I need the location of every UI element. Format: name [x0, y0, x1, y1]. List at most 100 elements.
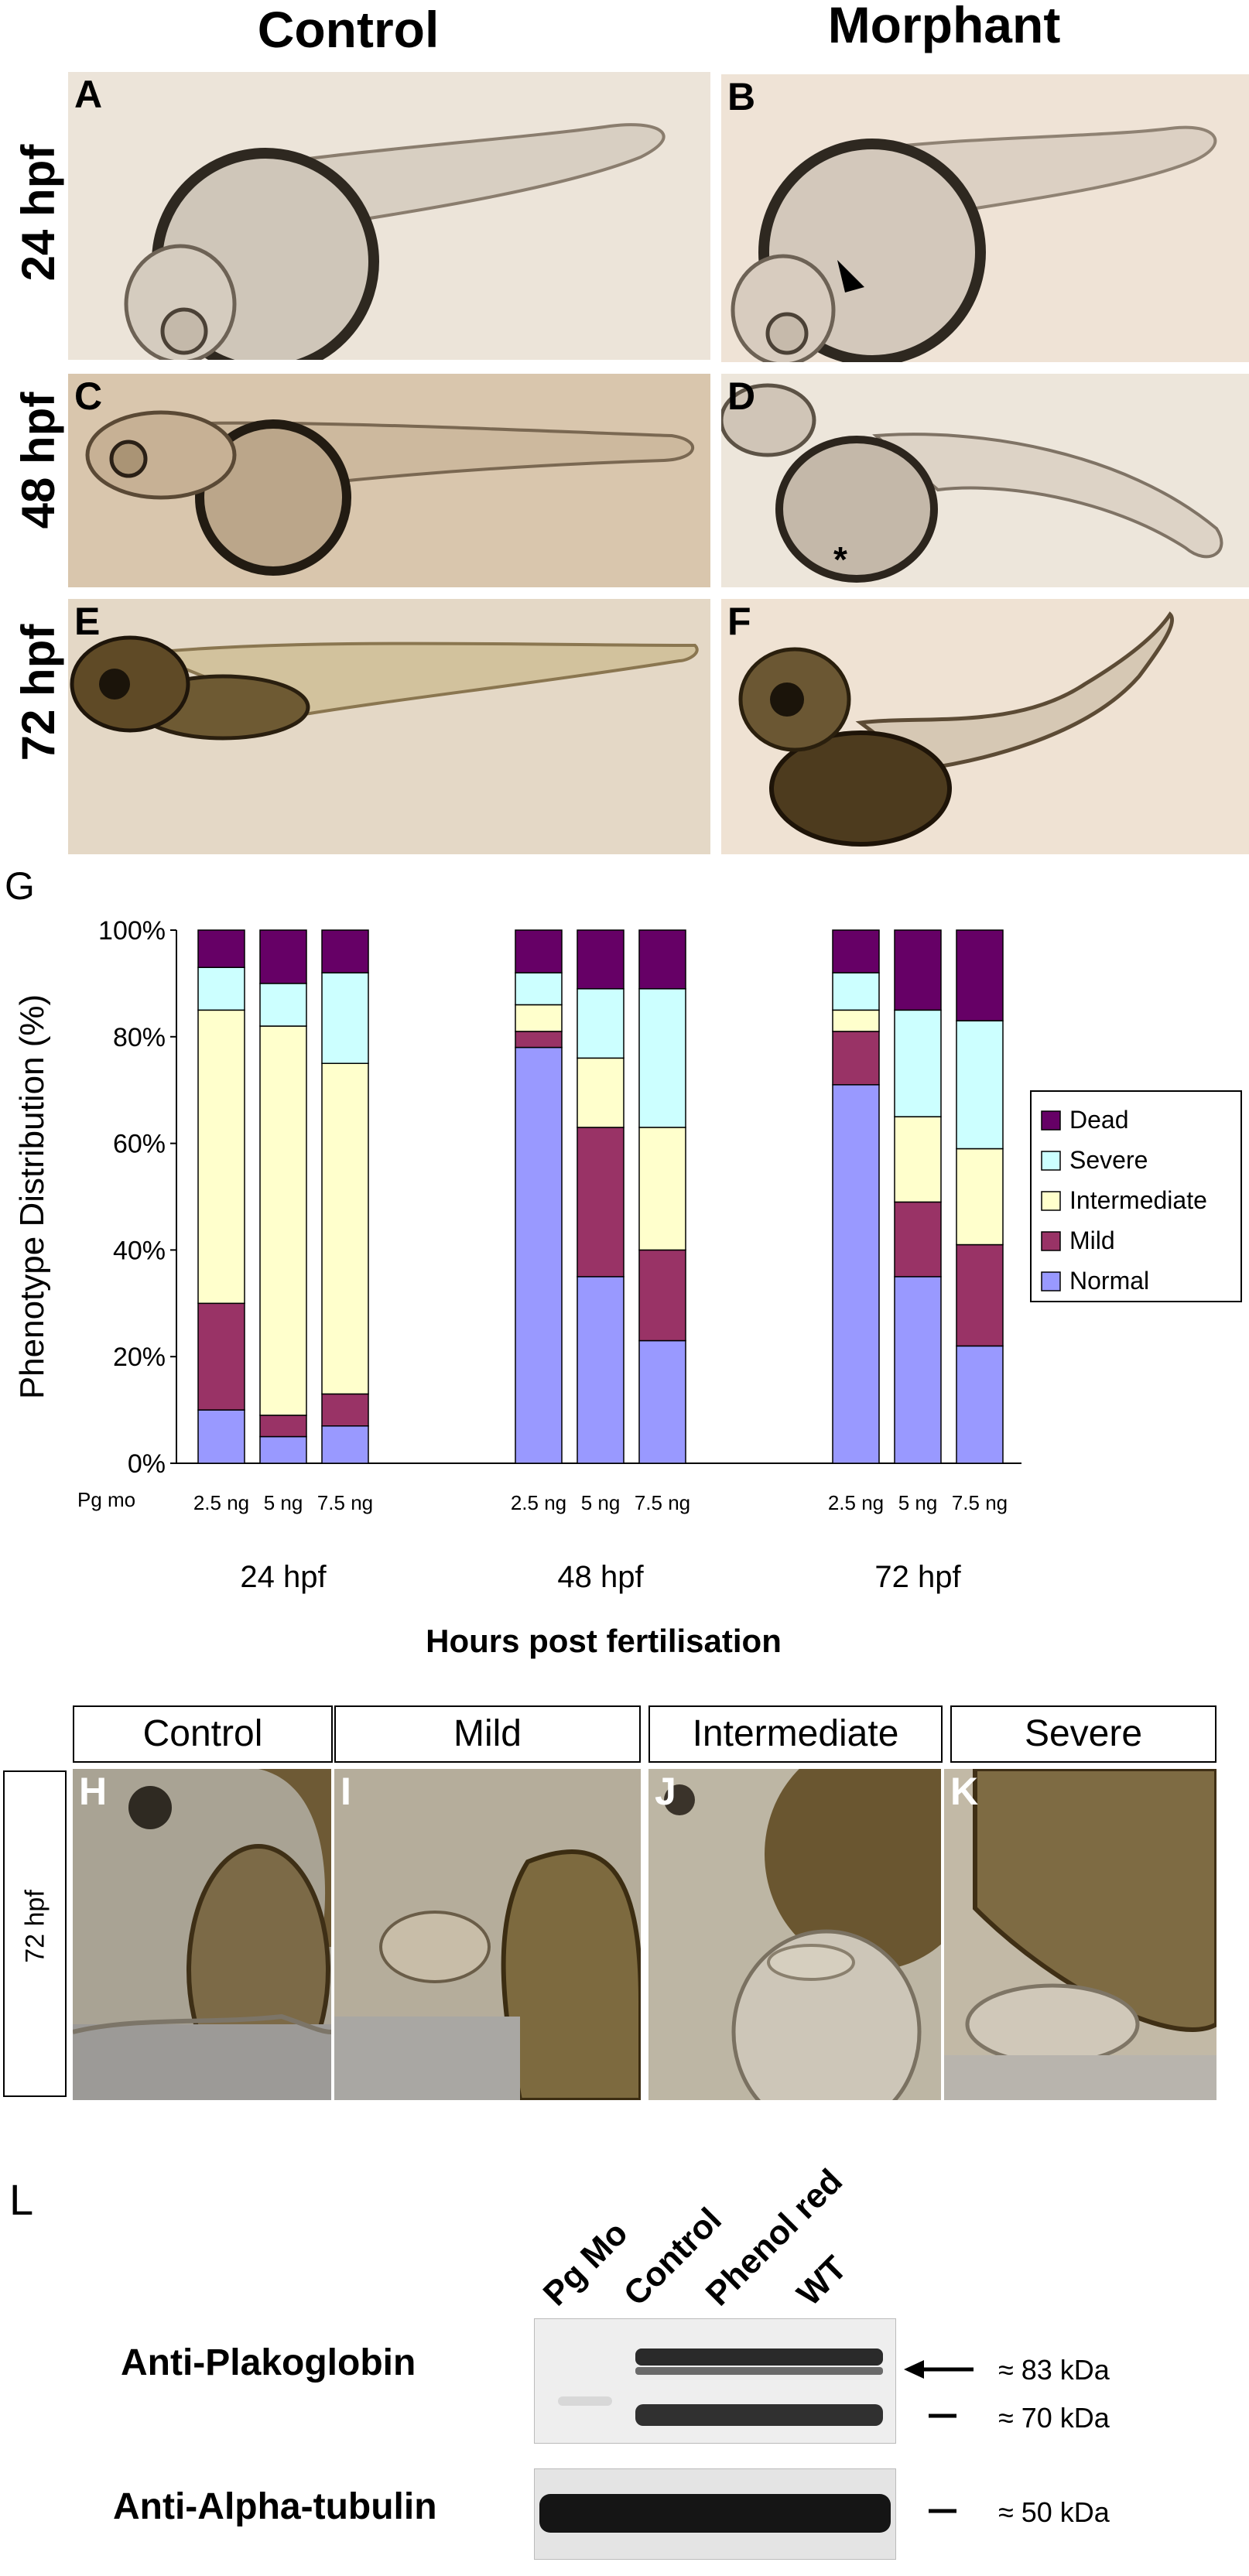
- panel-label: K: [950, 1770, 979, 1813]
- panel-label: B: [727, 75, 756, 118]
- bar-segment-dead: [577, 929, 624, 990]
- bar-segment-severe: [321, 972, 369, 1064]
- embryo-drawing: [70, 635, 699, 741]
- legend-box: [1030, 1090, 1242, 1302]
- tissue-drawing: [944, 1769, 1216, 2100]
- blot-plakoglobin: [534, 2318, 896, 2444]
- legend-label: Normal: [1069, 1267, 1149, 1295]
- legend-swatch: [1041, 1231, 1061, 1251]
- y-tick-label: 20%: [113, 1343, 166, 1372]
- lane-label-wt: WT: [789, 2249, 854, 2314]
- row-header-24hpf: 24 hpf: [12, 144, 64, 282]
- dose-label: 7.5 ng: [635, 1491, 690, 1514]
- embryo-drawing: [738, 611, 1175, 847]
- panel-label: H: [79, 1770, 108, 1813]
- bar-segment-intermediate: [197, 1009, 245, 1305]
- bar-segment-normal: [577, 1276, 624, 1464]
- heart-photo-intermediate: J: [648, 1769, 941, 2100]
- bar-segment-dead: [894, 929, 942, 1011]
- bar-segment-intermediate: [577, 1057, 624, 1128]
- embryo-photo-morphant-24hpf: B: [721, 74, 1249, 362]
- bar-segment-mild: [638, 1249, 686, 1342]
- bar-segment-mild: [259, 1415, 307, 1438]
- size-label-83: ≈ 83 kDa: [998, 2354, 1110, 2386]
- row-header-72hpf: 72 hpf: [12, 624, 64, 761]
- bar-segment-mild: [515, 1031, 563, 1049]
- bar-segment-intermediate: [515, 1004, 563, 1032]
- row-header-48hpf: 48 hpf: [12, 392, 64, 529]
- dose-label: 5 ng: [264, 1491, 303, 1514]
- bar-segment-severe: [577, 988, 624, 1059]
- dose-label: 7.5 ng: [952, 1491, 1008, 1514]
- panel-label: C: [74, 375, 103, 418]
- embryo-drawing: *: [721, 383, 1223, 583]
- blot-markers: [904, 2360, 974, 2513]
- panel-label: F: [727, 600, 751, 643]
- bar-segment-dead: [259, 929, 307, 984]
- y-axis-title: Phenotype Distribution (%): [13, 994, 51, 1399]
- antibody-label-plakoglobin: Anti-Plakoglobin: [121, 2342, 416, 2383]
- phenotype-header-severe: Severe: [950, 1705, 1216, 1763]
- panel-label: D: [727, 375, 756, 418]
- x-axis-title: Hours post fertilisation: [426, 1623, 782, 1659]
- bar-segment-mild: [321, 1393, 369, 1427]
- bar-segment-severe: [956, 1020, 1004, 1150]
- dose-label: 5 ng: [581, 1491, 621, 1514]
- phenotype-row-label-box: 72 hpf: [3, 1770, 67, 2097]
- legend-swatch: [1041, 1271, 1061, 1291]
- panel-label-l: L: [9, 2175, 34, 2224]
- bar-segment-dead: [638, 929, 686, 990]
- y-tick-label: 0%: [128, 1449, 166, 1479]
- panel-label-g: G: [5, 867, 35, 908]
- bar-segment-severe: [197, 966, 245, 1011]
- bar-segment-intermediate: [638, 1127, 686, 1251]
- legend-label: Dead: [1069, 1106, 1129, 1134]
- tissue-drawing: [334, 1769, 641, 2100]
- blot-bands: [535, 2469, 895, 2559]
- bar-segment-normal: [321, 1425, 369, 1464]
- legend-swatch: [1041, 1151, 1061, 1171]
- bar-segment-mild: [197, 1302, 245, 1411]
- dose-label: 2.5 ng: [828, 1491, 884, 1514]
- bar-segment-dead: [197, 929, 245, 968]
- pg-mo-label: Pg mo: [77, 1488, 135, 1511]
- legend-label: Mild: [1069, 1226, 1115, 1254]
- bar-segment-severe: [832, 972, 880, 1011]
- size-label-70: ≈ 70 kDa: [998, 2402, 1110, 2434]
- bar-segment-intermediate: [321, 1062, 369, 1395]
- dose-label: 7.5 ng: [317, 1491, 373, 1514]
- legend-label: Severe: [1069, 1146, 1148, 1174]
- phenotype-header-intermediate: Intermediate: [648, 1705, 943, 1763]
- column-header-control: Control: [257, 1, 440, 58]
- embryo-photo-control-24hpf: A: [68, 72, 710, 360]
- tissue-drawing: [648, 1769, 941, 2100]
- dose-label: 5 ng: [898, 1491, 938, 1514]
- blot-bands: [535, 2319, 895, 2443]
- bar-segment-dead: [321, 929, 369, 973]
- panel-label: I: [340, 1770, 351, 1813]
- heart-photo-severe: K: [944, 1769, 1216, 2100]
- bar-segment-severe: [894, 1009, 942, 1117]
- lane-label-pg-mo: Pg Mo: [536, 2214, 635, 2314]
- heart-photo-mild: I: [334, 1769, 641, 2100]
- embryo-drawing: [731, 125, 1217, 362]
- bar-segment-mild: [894, 1201, 942, 1278]
- embryo-photo-control-72hpf: E: [68, 599, 710, 854]
- embryo-photo-morphant-72hpf: F: [721, 599, 1249, 854]
- bar-segment-intermediate: [956, 1148, 1004, 1246]
- arrowhead-icon: [837, 260, 864, 292]
- svg-text:*: *: [833, 539, 847, 580]
- bar-segment-intermediate: [894, 1116, 942, 1203]
- bar-segment-severe: [638, 988, 686, 1128]
- embryo-drawing: [124, 123, 666, 360]
- bar-segment-normal: [894, 1276, 942, 1464]
- embryo-photo-control-48hpf: C: [68, 374, 710, 587]
- embryo-photo-morphant-48hpf: D *: [721, 374, 1249, 587]
- bar-segment-normal: [515, 1046, 563, 1464]
- group-label: 72 hpf: [874, 1560, 961, 1594]
- heart-photo-control: H: [73, 1769, 331, 2100]
- bar-segment-severe: [259, 983, 307, 1027]
- phenotype-header-mild: Mild: [334, 1705, 641, 1763]
- y-tick-label: 60%: [113, 1130, 166, 1159]
- y-tick-label: 40%: [113, 1236, 166, 1265]
